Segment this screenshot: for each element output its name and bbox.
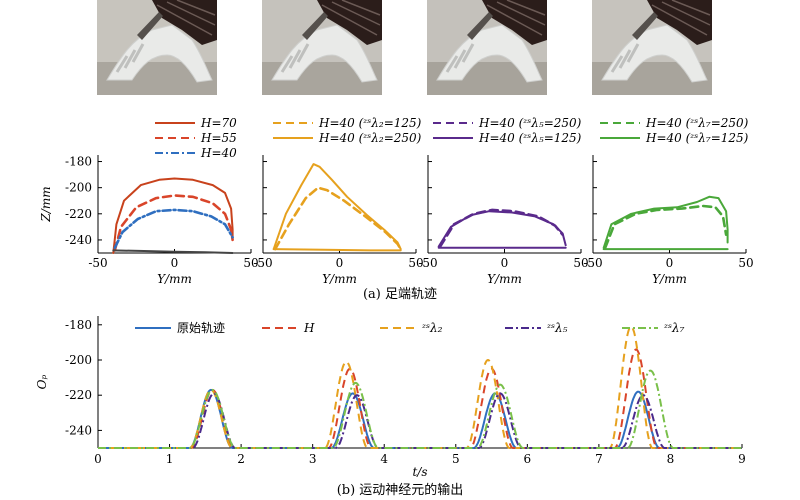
chart-b-ylabel: Oₚ	[35, 374, 49, 389]
legend-a-label-5: H=40 (ᶻˢλ₅=250)	[478, 116, 582, 130]
panel-a-series-1	[437, 210, 567, 248]
chart-b-xtick-label: 8	[667, 452, 675, 466]
caption-b: (b) 运动神经元的输出	[337, 482, 464, 498]
legend-a-label-1: H=55	[200, 131, 237, 145]
panel-a-series-2	[438, 208, 564, 248]
chart-b-xtick-label: 3	[309, 452, 317, 466]
panel-a-xlabel: Y/mm	[157, 272, 192, 286]
chart-b-ytick-label: -220	[65, 388, 92, 402]
panel-a-2: -50 0 50 Y/mm	[253, 155, 424, 286]
panel-a-xtick-label: -50	[418, 256, 437, 270]
chart-b-xtick-label: 0	[94, 452, 102, 466]
photo-frame-4	[592, 0, 712, 95]
chart-b-xtick-label: 2	[237, 452, 245, 466]
photo-frame-1	[97, 0, 217, 95]
panel-a-xtick-label: 50	[573, 256, 588, 270]
panel-a-ytick-label: -240	[65, 233, 92, 247]
legend-a: H=70H=55H=40 H=40 (ᶻˢλ₂=125)H=40 (ᶻˢλ₂=25…	[155, 116, 749, 160]
panel-a-series-4	[112, 249, 234, 254]
chart-b-series-3	[97, 325, 743, 449]
panel-a-series-2	[113, 194, 234, 252]
chart-b-series-4	[97, 392, 743, 449]
chart-b-xtick-label: 1	[166, 452, 174, 466]
chart-b-series-5	[97, 369, 743, 449]
panel-a-series-1	[602, 195, 729, 249]
panel-a-xtick-label: -50	[88, 256, 107, 270]
panel-a-xtick-label: 0	[501, 256, 509, 270]
legend-a-label-3: H=40 (ᶻˢλ₂=125)	[318, 116, 422, 130]
panel-a-series-2	[603, 204, 728, 250]
chart-b-series-2	[97, 348, 743, 449]
chart-b-ytick-label: -240	[65, 423, 92, 437]
chart-b-xtick-label: 9	[738, 452, 746, 466]
chart-b-xtick-label: 6	[524, 452, 532, 466]
panel-a-series-2	[273, 186, 402, 251]
legend-a-label-8: H=40 (ᶻˢλ₇=125)	[645, 131, 749, 145]
panel-a-xtick-label: 50	[243, 256, 258, 270]
panel-a-ytick-label: -200	[65, 181, 92, 195]
panel-a-xtick-label: 0	[336, 256, 344, 270]
panel-a-1: -180 -200 -220 -240 -50 0 50 Y/mm Z/mm	[39, 155, 259, 286]
legend-a-label-7: H=40 (ᶻˢλ₇=250)	[645, 116, 749, 130]
legend-a-label-4: H=40 (ᶻˢλ₂=250)	[318, 131, 422, 145]
chart-b-ytick-label: -200	[65, 353, 92, 367]
panel-a-xlabel: Y/mm	[652, 272, 687, 286]
legend-b-label-0: 原始轨迹	[177, 321, 225, 335]
chart-b-xtick-label: 5	[452, 452, 460, 466]
legend-b-label-2: ᶻˢλ₂	[421, 321, 443, 335]
caption-a: (a) 足端轨迹	[363, 287, 437, 302]
legend-b-label-4: ᶻˢλ₇	[663, 321, 685, 335]
panel-a-series-1	[272, 163, 402, 251]
panel-a-ytick-label: -220	[65, 207, 92, 221]
panel-a-series-1	[112, 177, 234, 254]
photo-frame-2	[262, 0, 382, 95]
panel-a-xlabel: Y/mm	[487, 272, 522, 286]
legend-a-label-6: H=40 (ᶻˢλ₅=125)	[478, 131, 582, 145]
panel-a-3: -50 0 50 Y/mm	[418, 155, 589, 286]
chart-b-xtick-label: 4	[380, 452, 388, 466]
legend-b-label-1: H	[303, 321, 315, 335]
panel-a-xlabel: Y/mm	[322, 272, 357, 286]
panel-a-xtick-label: 50	[408, 256, 423, 270]
panel-a-xtick-label: 0	[666, 256, 674, 270]
trajectory-panels: -180 -200 -220 -240 -50 0 50 Y/mm Z/mm -50 0 50 Y/mm…	[39, 155, 754, 286]
panel-a-series-3	[113, 208, 234, 250]
panel-a-ylabel: Z/mm	[39, 186, 53, 222]
panel-a-ytick-label: -180	[65, 155, 92, 169]
legend-b-label-3: ᶻˢλ₅	[546, 321, 568, 335]
panel-a-xtick-label: 0	[171, 256, 179, 270]
panel-a-xtick-label: -50	[583, 256, 602, 270]
panel-a-xtick-label: -50	[253, 256, 272, 270]
chart-b-ytick-label: -180	[65, 318, 92, 332]
panel-a-xtick-label: 50	[738, 256, 753, 270]
legend-a-label-0: H=70	[200, 116, 237, 130]
panel-a-series-3	[272, 248, 402, 252]
chart-b-xlabel: t/s	[412, 465, 427, 479]
legend-a-label-2: H=40	[200, 146, 237, 160]
chart-b-xtick-label: 7	[595, 452, 603, 466]
panel-a-4: -50 0 50 Y/mm	[583, 155, 754, 286]
photo-frame-3	[427, 0, 547, 95]
